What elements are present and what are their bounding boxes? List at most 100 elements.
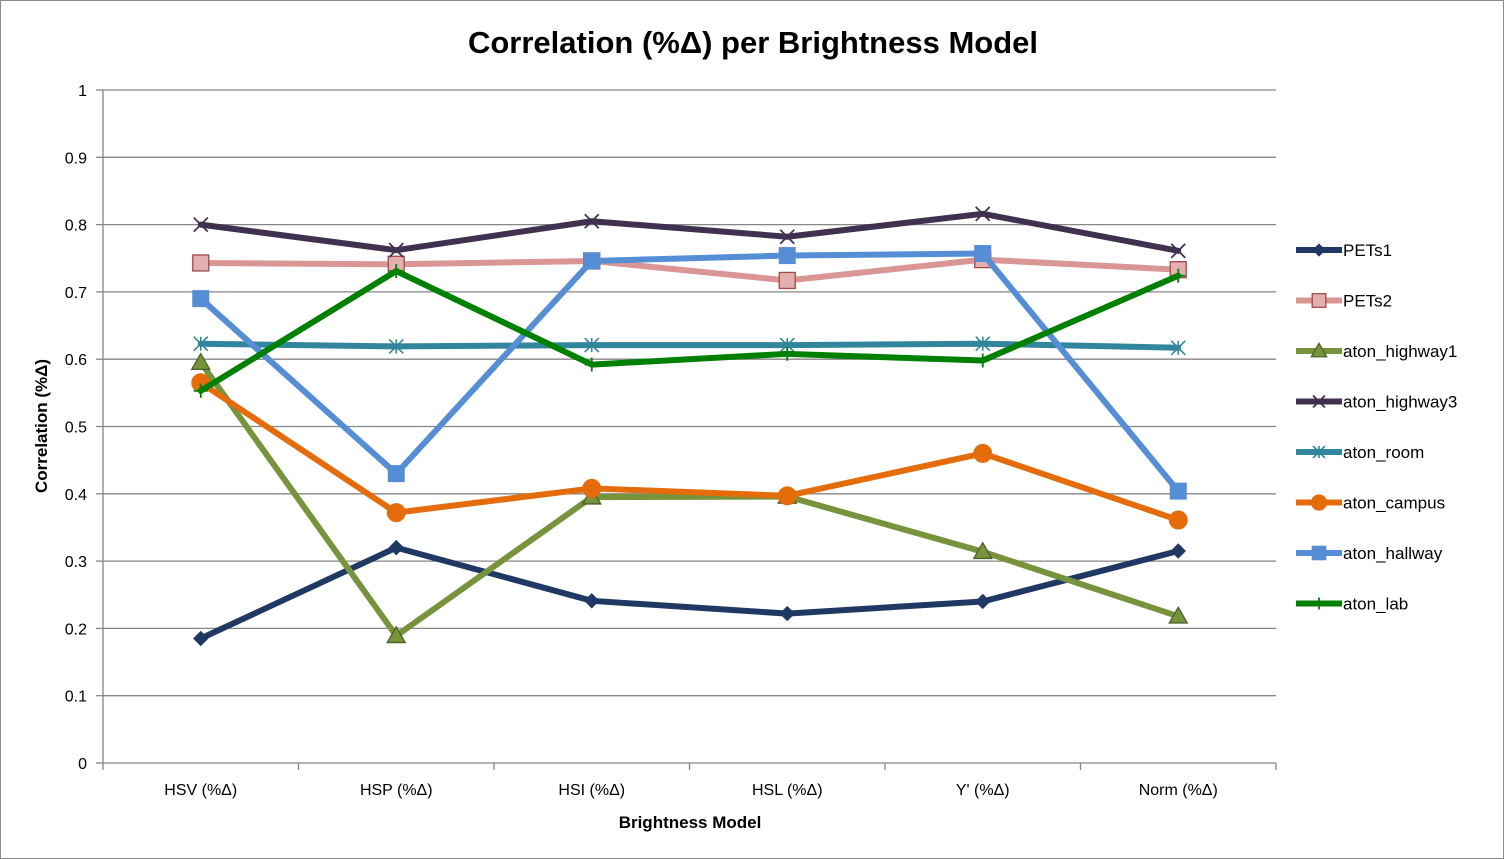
data-point-marker bbox=[388, 242, 404, 258]
y-tick-label: 0.1 bbox=[65, 689, 87, 706]
y-tick-label: 0.2 bbox=[65, 621, 87, 638]
x-tick-label: HSI (%Δ) bbox=[558, 782, 625, 799]
series-lines bbox=[190, 206, 1189, 647]
data-point-marker bbox=[584, 357, 599, 372]
x-tick-label: HSV (%Δ) bbox=[164, 782, 237, 799]
legend-entry: aton_highway3 bbox=[1296, 393, 1457, 412]
data-point-marker bbox=[1311, 293, 1327, 308]
data-point-marker bbox=[386, 625, 407, 644]
data-point-marker bbox=[975, 353, 990, 368]
data-point-marker bbox=[1170, 243, 1186, 259]
y-tick-label: 0.8 bbox=[65, 218, 87, 235]
data-point-marker-stroke bbox=[584, 213, 600, 229]
x-tick-label: Norm (%Δ) bbox=[1139, 782, 1218, 799]
legend-entry: aton_room bbox=[1296, 443, 1424, 462]
data-point-marker bbox=[582, 478, 602, 498]
legend-label: aton_hallway bbox=[1343, 544, 1443, 563]
data-point-marker-stroke bbox=[779, 229, 795, 245]
legend-entry: PETs2 bbox=[1296, 292, 1392, 311]
legend-entry: aton_lab bbox=[1296, 595, 1408, 614]
data-point-marker-stroke bbox=[1312, 394, 1326, 409]
data-point-marker bbox=[779, 605, 795, 622]
data-point-marker-stroke bbox=[975, 206, 991, 222]
series-aton_campus bbox=[191, 373, 1188, 530]
data-point-marker bbox=[389, 264, 404, 279]
data-point-marker bbox=[584, 337, 600, 353]
series-line bbox=[197, 268, 1182, 394]
series-aton_highway1 bbox=[190, 352, 1189, 644]
data-point-marker-stroke bbox=[1170, 243, 1186, 259]
series-line bbox=[197, 340, 1182, 351]
x-axis-title: Brightness Model bbox=[619, 813, 762, 832]
legend-label: aton_highway3 bbox=[1343, 393, 1457, 412]
data-point-marker bbox=[1312, 445, 1326, 459]
data-point-marker bbox=[975, 336, 991, 352]
legend-label: PETs2 bbox=[1343, 292, 1392, 311]
y-tick-label: 0 bbox=[78, 756, 87, 773]
data-point-marker bbox=[972, 541, 993, 560]
data-point-marker bbox=[193, 336, 209, 352]
data-point-marker bbox=[778, 271, 796, 290]
legend-entry: PETs1 bbox=[1296, 241, 1392, 260]
series-line bbox=[197, 250, 1182, 495]
y-tick-label: 1 bbox=[78, 83, 87, 100]
data-point-marker bbox=[387, 465, 405, 483]
legend-entry: aton_campus bbox=[1296, 494, 1445, 513]
data-point-marker bbox=[1310, 494, 1328, 511]
data-point-marker bbox=[190, 352, 211, 370]
data-point-marker bbox=[780, 346, 795, 361]
legend-label: aton_lab bbox=[1343, 595, 1408, 614]
data-point-marker bbox=[193, 630, 209, 647]
data-point-marker bbox=[386, 503, 406, 523]
data-point-marker bbox=[583, 252, 601, 270]
x-tick-label: HSP (%Δ) bbox=[360, 782, 433, 799]
data-point-marker bbox=[778, 247, 796, 265]
axes: 0 0.1 0.2 0.3 0.4 0.5 0.6 0.7 0.8 0.9 1 HSV (%Δ) HSP… bbox=[65, 83, 1277, 799]
y-tick-label: 0.6 bbox=[65, 352, 87, 369]
y-tick-label: 0.9 bbox=[65, 150, 87, 167]
legend-label: aton_highway1 bbox=[1343, 342, 1457, 361]
series-line bbox=[197, 256, 1182, 284]
data-point-marker-stroke bbox=[193, 216, 209, 233]
data-point-marker bbox=[1168, 510, 1188, 530]
data-point-marker bbox=[1313, 597, 1325, 610]
data-point-marker bbox=[779, 229, 795, 245]
y-axis-title: Correlation (%Δ) bbox=[32, 359, 51, 493]
data-point-marker bbox=[1310, 342, 1328, 358]
y-tick-label: 0.7 bbox=[65, 285, 87, 302]
data-point-marker bbox=[1311, 545, 1327, 561]
data-point-marker bbox=[974, 245, 992, 263]
data-point-marker bbox=[1312, 243, 1326, 257]
series-PETs1 bbox=[193, 539, 1186, 647]
data-point-marker bbox=[584, 213, 600, 229]
data-point-marker bbox=[388, 539, 404, 556]
series-line bbox=[197, 379, 1182, 524]
series-aton_hallway bbox=[192, 245, 1187, 500]
series-aton_highway3 bbox=[193, 206, 1186, 259]
data-point-marker bbox=[1312, 394, 1326, 409]
data-point-marker bbox=[1168, 605, 1189, 624]
series-line bbox=[197, 359, 1182, 639]
data-point-marker bbox=[1170, 340, 1186, 356]
series-line bbox=[197, 210, 1182, 254]
data-point-marker bbox=[193, 216, 209, 233]
data-point-marker bbox=[1169, 482, 1187, 500]
legend: PETs1 PETs2 aton_highway1 aton_highway3aton… bbox=[1296, 241, 1457, 614]
data-point-marker bbox=[193, 383, 208, 398]
data-point-marker bbox=[973, 443, 993, 463]
x-tick-label: HSL (%Δ) bbox=[752, 782, 823, 799]
legend-entry: aton_hallway bbox=[1296, 544, 1443, 563]
legend-label: aton_room bbox=[1343, 443, 1424, 462]
legend-entry: aton_highway1 bbox=[1296, 342, 1457, 361]
series-line bbox=[197, 544, 1182, 642]
data-point-marker bbox=[777, 486, 797, 506]
y-tick-label: 0.3 bbox=[65, 554, 87, 571]
data-point-marker bbox=[388, 338, 404, 354]
data-point-marker bbox=[975, 593, 991, 610]
legend-label: aton_campus bbox=[1343, 494, 1445, 513]
y-tick-label: 0.5 bbox=[65, 420, 87, 437]
legend-label: PETs1 bbox=[1343, 241, 1392, 260]
chart-title: Correlation (%Δ) per Brightness Model bbox=[468, 25, 1038, 60]
